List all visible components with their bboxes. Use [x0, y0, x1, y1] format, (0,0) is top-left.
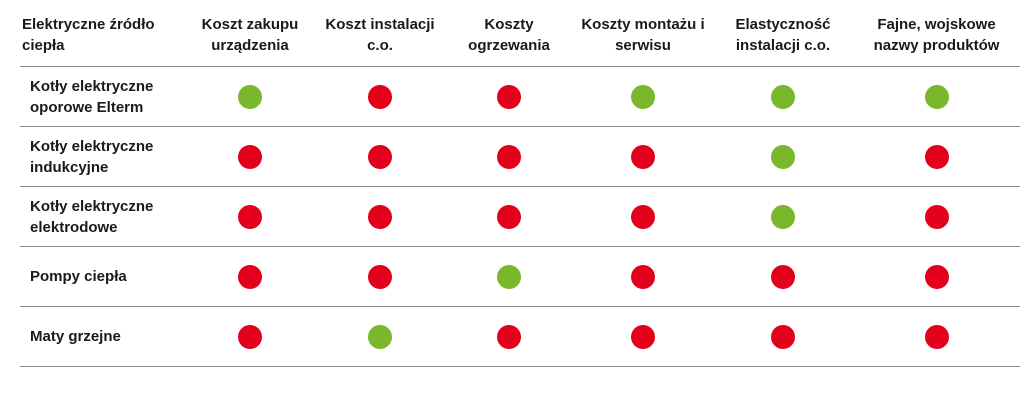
- rating-cell: [713, 66, 853, 127]
- rating-dot: [631, 204, 655, 229]
- rating-dot: [368, 264, 392, 289]
- table-row: Kotły elektryczne oporowe Elterm: [20, 66, 1020, 127]
- rating-cell: [315, 186, 445, 247]
- rating-cell: [185, 126, 315, 187]
- rating-cell: [713, 246, 853, 307]
- table-row: Kotły elektryczne indukcyjne: [20, 126, 1020, 187]
- rating-dot: [771, 84, 795, 109]
- rating-dot: [368, 144, 392, 169]
- rating-dot: [771, 324, 795, 349]
- rating-cell: [185, 66, 315, 127]
- rating-dot: [368, 84, 392, 109]
- row-label: Kotły elektryczne indukcyjne: [20, 126, 185, 187]
- rating-dot: [924, 264, 949, 289]
- rating-cell: [713, 126, 853, 187]
- rating-cell: [573, 126, 713, 187]
- rating-cell: [315, 66, 445, 127]
- rating-dot: [631, 144, 655, 169]
- rating-dot: [368, 324, 392, 349]
- rating-cell: [315, 246, 445, 307]
- rating-cell: [853, 66, 1020, 127]
- rating-dot: [771, 204, 795, 229]
- rating-dot: [924, 84, 949, 109]
- rating-cell: [445, 66, 573, 127]
- table-row: Maty grzejne: [20, 306, 1020, 367]
- rating-cell: [853, 306, 1020, 367]
- rating-cell: [853, 186, 1020, 247]
- rating-dot: [771, 144, 795, 169]
- rating-cell: [445, 306, 573, 367]
- rating-cell: [853, 126, 1020, 187]
- rating-dot: [497, 264, 521, 289]
- table-row: Kotły elektryczne elektrodowe: [20, 186, 1020, 247]
- rating-dot: [368, 204, 392, 229]
- row-label: Pompy ciepła: [20, 246, 185, 307]
- rating-cell: [713, 306, 853, 367]
- rating-dot: [497, 324, 521, 349]
- table-body: Kotły elektryczne oporowe Elterm Kotły e…: [20, 66, 1020, 367]
- table-row: Pompy ciepła: [20, 246, 1020, 307]
- rating-dot: [771, 264, 795, 289]
- row-label: Kotły elektryczne elektrodowe: [20, 186, 185, 247]
- rating-cell: [573, 186, 713, 247]
- header-installation-flexibility: Elastyczność instalacji c.o.: [735, 16, 831, 54]
- header-product-names: Fajne, wojskowe nazwy produktów: [873, 16, 1000, 54]
- row-label: Maty grzejne: [20, 306, 185, 367]
- rating-dot: [238, 204, 262, 229]
- rating-cell: [853, 246, 1020, 307]
- rating-cell: [445, 246, 573, 307]
- rating-cell: [573, 306, 713, 367]
- rating-cell: [573, 66, 713, 127]
- rating-dot: [631, 264, 655, 289]
- rating-dot: [497, 84, 521, 109]
- header-purchase-cost: Koszt zakupu urządzenia: [201, 16, 299, 54]
- header-row: Elektryczne źródło ciepła Koszt zakupu u…: [20, 14, 1020, 67]
- rating-dot: [238, 324, 262, 349]
- rating-cell: [185, 186, 315, 247]
- rating-cell: [315, 306, 445, 367]
- rating-dot: [924, 204, 949, 229]
- rating-dot: [238, 84, 262, 109]
- rating-dot: [631, 84, 655, 109]
- header-installation-cost: Koszt instalacji c.o.: [325, 16, 435, 54]
- rating-cell: [445, 126, 573, 187]
- rating-dot: [238, 264, 262, 289]
- rating-cell: [185, 246, 315, 307]
- rating-dot: [238, 144, 262, 169]
- header-heat-source: Elektryczne źródło ciepła: [22, 16, 155, 54]
- rating-dot: [924, 324, 949, 349]
- rating-cell: [445, 186, 573, 247]
- rating-cell: [573, 246, 713, 307]
- rating-cell: [315, 126, 445, 187]
- table-header: Elektryczne źródło ciepła Koszt zakupu u…: [20, 14, 1020, 67]
- rating-dot: [497, 204, 521, 229]
- rating-cell: [185, 306, 315, 367]
- row-label: Kotły elektryczne oporowe Elterm: [20, 66, 185, 127]
- rating-dot: [631, 324, 655, 349]
- rating-dot: [924, 144, 949, 169]
- rating-cell: [713, 186, 853, 247]
- header-heating-cost: Koszty ogrzewania: [468, 16, 550, 54]
- header-assembly-service-cost: Koszty montażu i serwisu: [581, 16, 705, 54]
- comparison-table: Elektryczne źródło ciepła Koszt zakupu u…: [20, 14, 1020, 367]
- rating-dot: [497, 144, 521, 169]
